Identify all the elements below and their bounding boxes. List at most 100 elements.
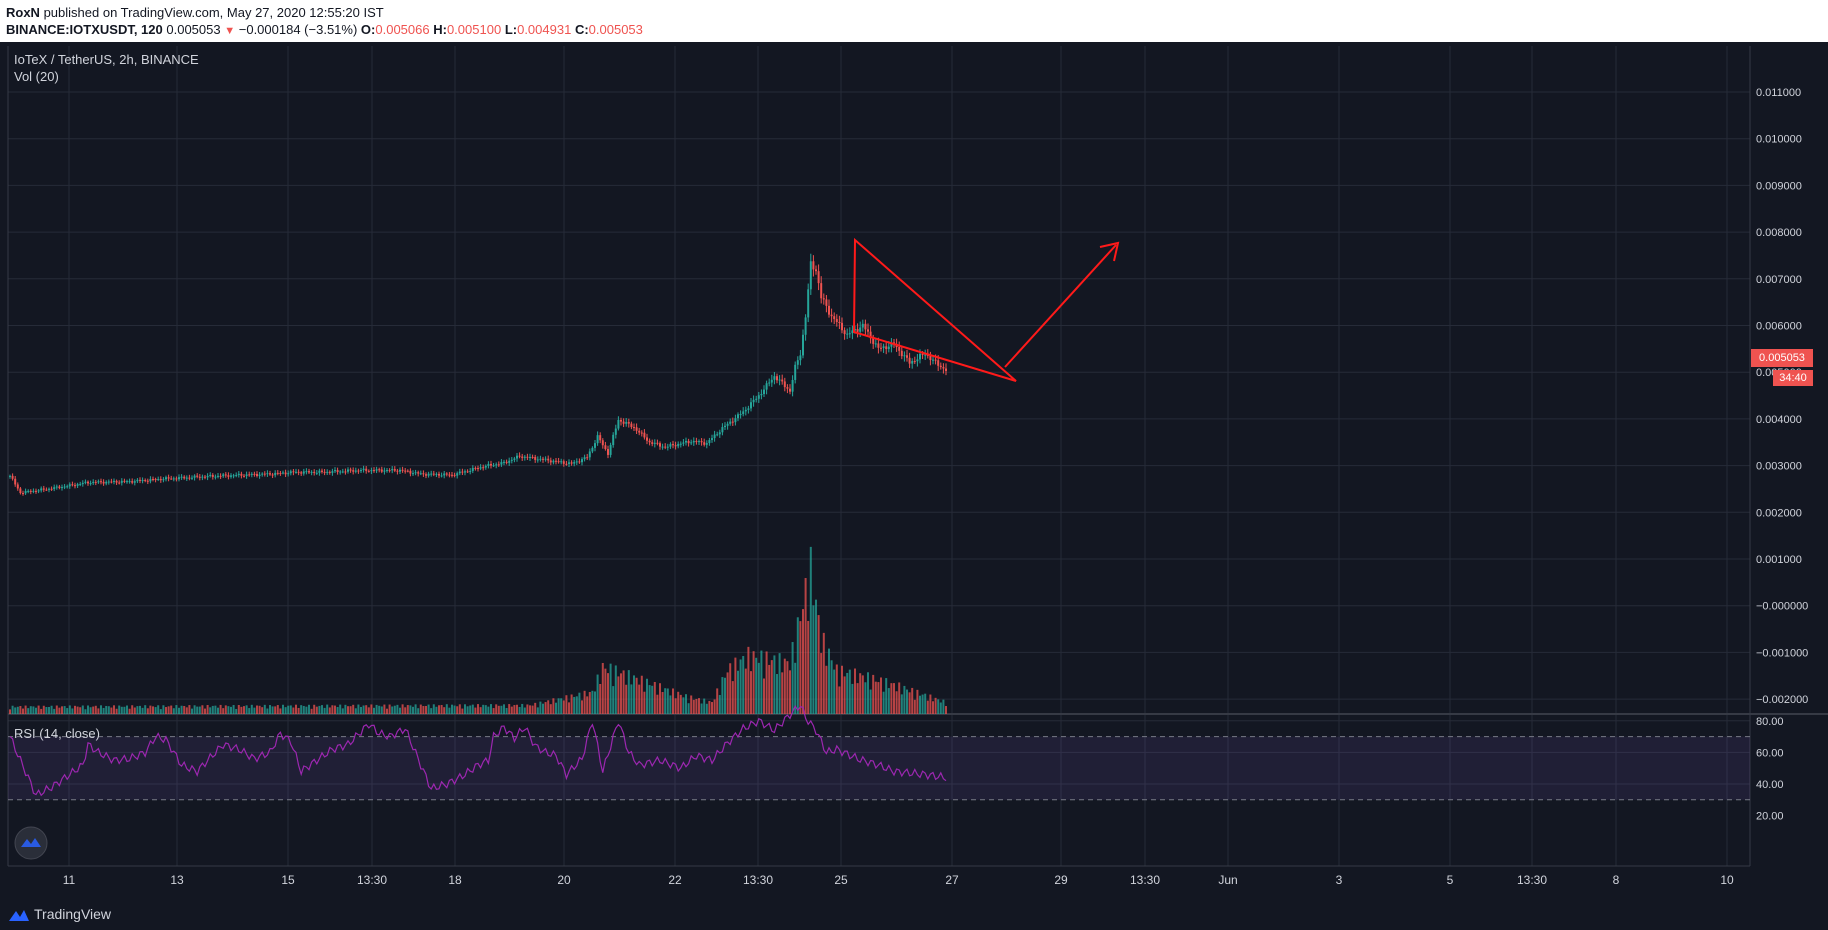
volume-bar: [32, 706, 35, 714]
volume-bar: [622, 670, 625, 714]
volume-bar: [68, 705, 71, 714]
publish-line: RoxN published on TradingView.com, May 2…: [6, 5, 384, 20]
chart-area[interactable]: 0.011000 0.010000 0.009000 0.008000 0.007000…: [0, 42, 1828, 900]
volume-bar: [864, 682, 867, 714]
candle-body: [942, 367, 945, 369]
volume-bar: [14, 707, 17, 714]
rsi-legend[interactable]: RSI (14, close): [14, 726, 100, 741]
candle-body: [154, 479, 157, 481]
volume-bar: [113, 705, 115, 714]
candle-body: [128, 481, 131, 483]
volume-bar: [695, 698, 698, 714]
time-tick-label: 20: [557, 873, 571, 887]
candle-body: [370, 470, 373, 472]
candle-body: [375, 469, 378, 471]
candle-body: [287, 473, 290, 475]
volume-legend[interactable]: Vol (20): [14, 69, 59, 84]
candle-body: [739, 414, 742, 416]
candle-body: [627, 422, 630, 424]
price-tick-label: 0.010000: [1756, 134, 1802, 146]
close-value: 0.005053: [588, 22, 643, 37]
candle-body: [102, 481, 105, 484]
volume-bar: [198, 706, 201, 714]
candle-body: [139, 479, 141, 481]
volume-bar: [432, 704, 435, 714]
candle-body: [861, 323, 864, 328]
candle-body: [568, 462, 570, 464]
volume-bar: [783, 658, 786, 714]
volume-bar: [461, 708, 464, 714]
candle-body: [250, 473, 253, 475]
volume-bar: [295, 704, 297, 714]
candle-body: [263, 473, 266, 475]
candle-body: [500, 462, 503, 465]
candle-body: [828, 305, 830, 315]
volume-bar: [833, 669, 836, 714]
volume-bar: [789, 670, 791, 714]
volume-bar: [94, 705, 97, 714]
volume-bar: [133, 707, 136, 714]
candle-body: [347, 469, 349, 472]
candle-body: [786, 387, 789, 389]
volume-bar: [360, 706, 362, 714]
volume-bar: [835, 664, 838, 714]
volume-bar: [495, 704, 498, 714]
candle-body: [27, 490, 30, 492]
candle-body: [396, 470, 399, 472]
footer-brand[interactable]: TradingView: [34, 906, 112, 922]
candle-body: [388, 470, 391, 472]
candle-body: [380, 469, 383, 472]
volume-bar: [516, 704, 518, 714]
wedge-triangle: [852, 237, 1017, 382]
candle-body: [55, 486, 58, 488]
volume-bar: [427, 704, 430, 714]
volume-bar: [700, 703, 703, 714]
candle-body: [196, 475, 199, 477]
candle-body: [872, 338, 875, 344]
volume-bar: [542, 703, 544, 714]
candle-body: [708, 439, 711, 444]
candle-body: [713, 434, 716, 439]
candle-body: [146, 480, 149, 482]
volume-bar: [630, 684, 633, 714]
volume-bar: [770, 660, 773, 714]
volume-bar: [341, 708, 344, 714]
candle-body: [620, 419, 622, 422]
volume-bar: [464, 704, 466, 714]
volume-bar: [165, 707, 167, 714]
candle-body: [422, 473, 425, 475]
candle-body: [81, 482, 84, 485]
series-legend[interactable]: IoTeX / TetherUS, 2h, BINANCE: [14, 52, 199, 67]
volume-bar: [375, 704, 378, 714]
time-tick-label: 25: [834, 873, 848, 887]
volume-bar: [232, 705, 235, 714]
candle-body: [201, 476, 204, 478]
candle-body: [526, 456, 529, 458]
wedge-pattern: [852, 237, 1120, 382]
candle-body: [638, 430, 641, 433]
candle-body: [664, 446, 667, 448]
author-name[interactable]: RoxN: [6, 5, 40, 20]
price-tick-label: 0.008000: [1756, 227, 1802, 239]
candle-body: [503, 461, 505, 463]
volume-bar: [118, 705, 121, 714]
chart-svg[interactable]: 0.011000 0.010000 0.009000 0.008000 0.007000…: [0, 42, 1828, 900]
volume-bar: [477, 704, 479, 714]
price-tick-label: 0.002000: [1756, 507, 1802, 519]
volume-bar: [531, 705, 534, 714]
volume-bar: [115, 708, 118, 714]
volume-bar: [848, 669, 851, 714]
volume-bar: [406, 705, 409, 714]
candle-body: [399, 469, 401, 472]
volume-bar: [154, 707, 157, 714]
candle-body: [721, 427, 724, 433]
candle-body: [916, 359, 919, 362]
volume-bar: [856, 683, 859, 714]
candle-body: [440, 475, 443, 477]
candle-body: [313, 471, 316, 474]
candle-body: [214, 476, 217, 478]
candle-body: [315, 472, 318, 474]
volume-bar: [92, 706, 95, 714]
volume-bar: [414, 704, 417, 714]
candle-body: [435, 473, 438, 475]
